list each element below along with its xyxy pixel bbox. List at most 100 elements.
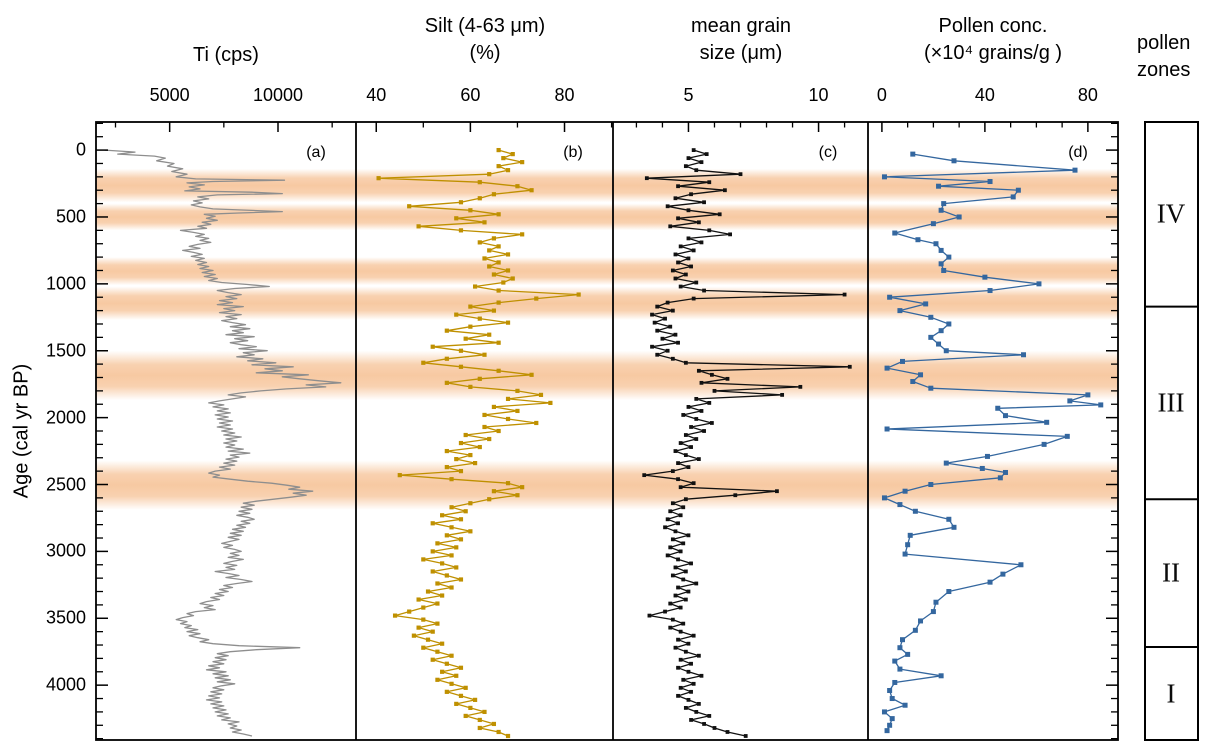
grain-data-marker xyxy=(673,196,678,201)
highlight-band xyxy=(96,257,1118,286)
silt-data-marker xyxy=(468,501,473,506)
x-tick-label-pollen: 0 xyxy=(876,85,887,105)
pollen-data-marker xyxy=(933,241,939,247)
grain-data-marker xyxy=(681,677,686,682)
grain-data-marker xyxy=(678,685,683,690)
pollen-data-marker xyxy=(1000,571,1006,577)
panel-d-title: Pollen conc. (×10⁴ grains/g ) xyxy=(924,13,1062,67)
pollen-data-marker xyxy=(979,465,985,471)
silt-data-marker xyxy=(435,601,440,606)
silt-data-marker xyxy=(496,164,501,169)
pollen-data-marker xyxy=(982,274,988,280)
grain-data-marker xyxy=(694,280,699,285)
silt-data-marker xyxy=(444,356,449,361)
grain-data-marker xyxy=(681,621,686,626)
silt-data-marker xyxy=(482,256,487,261)
grain-data-marker xyxy=(683,164,688,169)
silt-data-marker xyxy=(496,288,501,293)
silt-data-marker xyxy=(458,348,464,353)
grain-data-marker xyxy=(686,256,691,261)
pollen-data-marker xyxy=(902,488,908,494)
silt-data-marker xyxy=(491,404,497,410)
grain-data-marker xyxy=(709,372,714,377)
pollen-data-marker xyxy=(938,261,944,267)
silt-data-marker xyxy=(458,577,464,582)
pollen-data-marker xyxy=(987,288,993,294)
grain-data-marker xyxy=(678,605,683,610)
grain-data-marker xyxy=(686,236,691,241)
silt-data-marker xyxy=(510,276,515,281)
silt-data-marker xyxy=(449,681,454,686)
grain-data-marker xyxy=(689,661,693,666)
pollen-data-marker xyxy=(905,542,911,548)
pollen-data-marker xyxy=(887,722,893,728)
pollen-data-marker xyxy=(910,379,916,385)
silt-data-marker xyxy=(487,436,492,442)
silt-data-marker xyxy=(463,713,468,719)
y-tick-label: 2500 xyxy=(45,474,86,494)
y-tick-label: 3500 xyxy=(45,607,86,628)
silt-data-marker xyxy=(440,669,445,674)
silt-data-marker xyxy=(501,156,506,161)
pollen-zones-title: pollen zones xyxy=(1137,30,1190,84)
grain-data-marker xyxy=(702,200,706,205)
silt-data-marker xyxy=(468,705,473,710)
x-tick-label-grain: 5 xyxy=(683,85,694,105)
grain-data-marker xyxy=(699,380,704,385)
silt-data-marker xyxy=(449,505,454,510)
silt-data-marker xyxy=(454,701,459,706)
grain-data-marker xyxy=(694,396,699,401)
silt-data-marker xyxy=(505,396,511,401)
silt-data-marker xyxy=(430,344,435,349)
grain-data-marker xyxy=(676,461,680,466)
silt-data-marker xyxy=(538,392,544,397)
grain-data-marker xyxy=(689,425,693,429)
pollen-data-marker xyxy=(930,221,936,227)
panel-b-title-line2: (%) xyxy=(469,42,501,64)
grain-data-marker xyxy=(707,228,712,233)
grain-data-marker xyxy=(712,726,717,730)
silt-data-marker xyxy=(515,493,520,498)
x-tick-label-ti: 5000 xyxy=(149,85,190,105)
pollen-data-marker xyxy=(1018,562,1024,568)
silt-data-marker xyxy=(472,461,478,466)
panel-b-letter: (b) xyxy=(563,144,583,161)
grain-data-marker xyxy=(652,320,657,325)
highlight-band xyxy=(96,286,1118,320)
silt-data-marker xyxy=(482,424,487,430)
x-tick-label-silt: 40 xyxy=(366,85,387,105)
pollen-data-marker xyxy=(910,151,916,157)
grain-data-marker xyxy=(670,469,675,474)
grain-data-marker xyxy=(673,593,678,598)
silt-data-marker xyxy=(468,384,473,389)
silt-data-marker xyxy=(468,529,473,534)
pollen-data-marker xyxy=(881,709,887,715)
silt-data-marker xyxy=(520,232,525,237)
grain-data-marker xyxy=(694,168,699,173)
grain-data-marker xyxy=(686,405,691,409)
silt-data-marker xyxy=(435,581,440,586)
silt-data-marker xyxy=(496,428,501,434)
silt-data-marker xyxy=(487,264,492,269)
panel-c-title: mean grain size (μm) xyxy=(691,13,791,67)
pollen-data-marker xyxy=(1072,167,1078,173)
silt-data-marker xyxy=(496,300,501,305)
pollen-data-marker xyxy=(892,230,898,236)
silt-data-marker xyxy=(454,565,459,570)
panel-c-title-line1: mean grain xyxy=(690,15,792,37)
pollen-data-marker xyxy=(987,179,993,185)
silt-data-marker xyxy=(505,320,511,325)
pollen-data-marker xyxy=(923,301,929,307)
grain-data-marker xyxy=(743,734,748,738)
grain-data-marker xyxy=(655,304,660,309)
grain-data-marker xyxy=(670,537,675,542)
pollen-data-marker xyxy=(918,372,924,378)
silt-data-marker xyxy=(505,416,511,422)
silt-data-marker xyxy=(487,332,492,337)
grain-data-marker xyxy=(696,701,701,706)
grain-data-marker xyxy=(681,541,686,546)
silt-data-marker xyxy=(520,485,525,490)
grain-data-marker xyxy=(775,489,779,494)
pollen-data-marker xyxy=(918,618,924,624)
